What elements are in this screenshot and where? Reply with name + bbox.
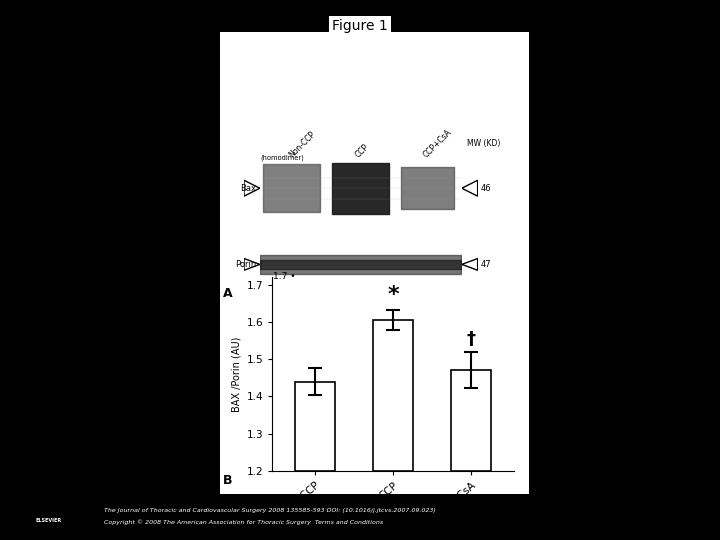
Bar bbox=[373, 320, 413, 471]
Text: (homodimer): (homodimer) bbox=[261, 154, 305, 161]
Text: CCP+CsA: CCP+CsA bbox=[421, 127, 453, 159]
Text: B: B bbox=[223, 474, 233, 487]
Polygon shape bbox=[462, 180, 477, 196]
Text: Non-CCP: Non-CCP bbox=[287, 129, 317, 159]
Y-axis label: BAX /Porin (AU): BAX /Porin (AU) bbox=[231, 336, 241, 411]
Text: Porin: Porin bbox=[235, 260, 256, 269]
Text: CCP: CCP bbox=[354, 142, 372, 159]
Text: 47: 47 bbox=[480, 260, 491, 269]
Text: *: * bbox=[387, 285, 399, 305]
Text: Figure 1: Figure 1 bbox=[332, 19, 388, 33]
Bar bbox=[294, 382, 336, 471]
Text: ELSEVIER: ELSEVIER bbox=[35, 518, 62, 523]
Polygon shape bbox=[462, 259, 477, 271]
Text: MW (KD): MW (KD) bbox=[467, 139, 500, 148]
Text: 46: 46 bbox=[480, 184, 491, 193]
Text: A: A bbox=[223, 287, 233, 300]
Bar bbox=[451, 370, 491, 471]
Text: Bax: Bax bbox=[240, 184, 256, 193]
Text: The Journal of Thoracic and Cardiovascular Surgery 2008 135585-593 DOI: (10.1016: The Journal of Thoracic and Cardiovascul… bbox=[104, 508, 436, 512]
Polygon shape bbox=[244, 259, 260, 271]
Text: †: † bbox=[467, 330, 475, 348]
Text: Copyright © 2008 The American Association for Thoracic Surgery  Terms and Condit: Copyright © 2008 The American Associatio… bbox=[104, 519, 384, 525]
Polygon shape bbox=[244, 180, 260, 196]
Text: 1.7 •: 1.7 • bbox=[273, 272, 296, 281]
